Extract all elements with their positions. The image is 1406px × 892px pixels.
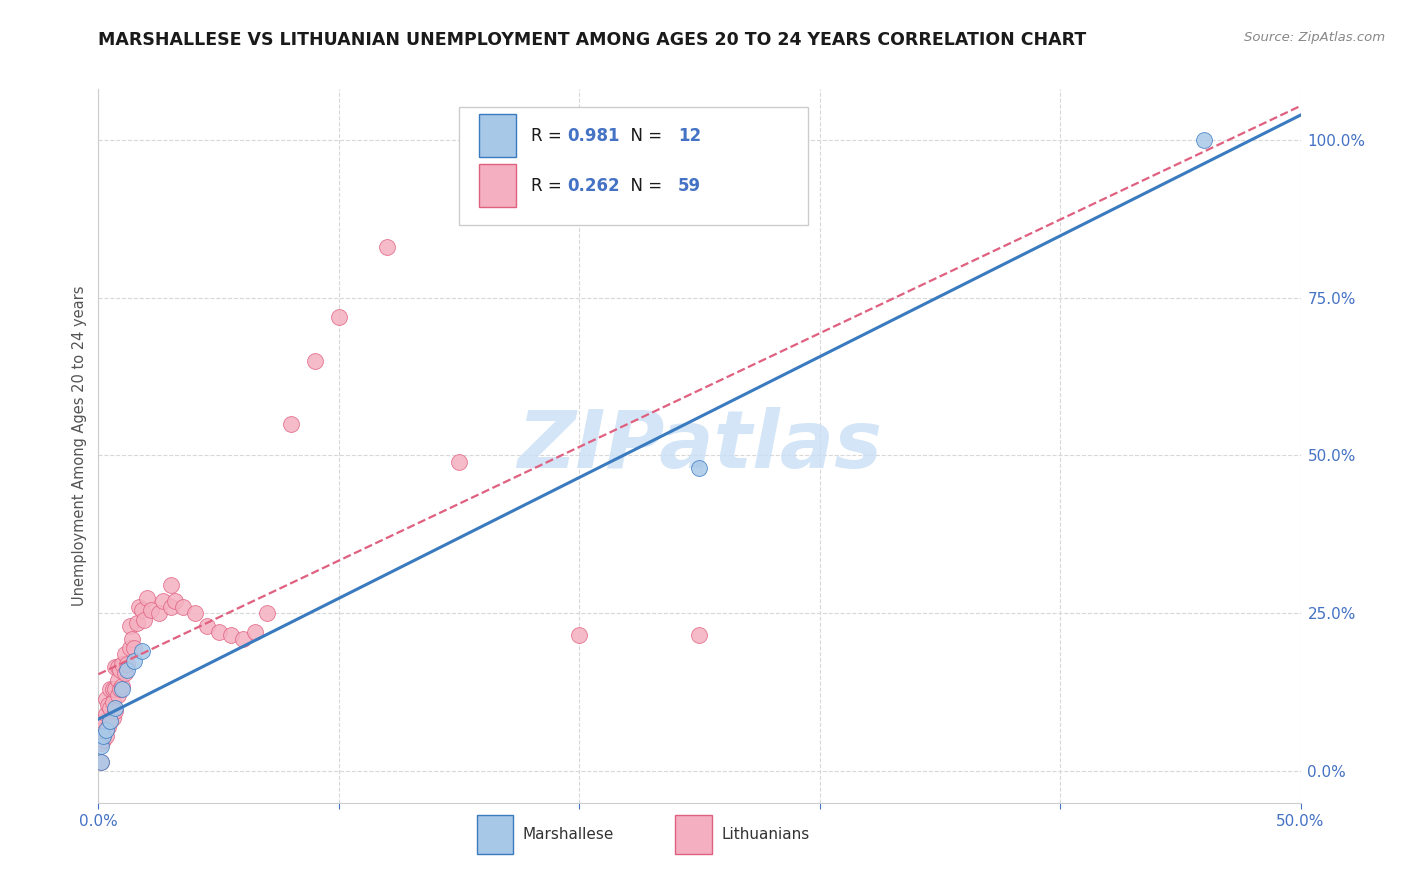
Y-axis label: Unemployment Among Ages 20 to 24 years: Unemployment Among Ages 20 to 24 years: [72, 285, 87, 607]
Text: N =: N =: [620, 127, 668, 145]
Point: [97, 698, 120, 712]
Point: [111, 657, 134, 671]
Point: [208, 625, 231, 640]
FancyBboxPatch shape: [458, 107, 807, 225]
Point: [100, 701, 122, 715]
Text: R =: R =: [531, 177, 567, 194]
Point: [135, 591, 157, 605]
Point: [243, 625, 266, 640]
Point: [90, 736, 112, 750]
Point: [111, 682, 134, 697]
Point: [117, 657, 139, 671]
Point: [94, 723, 117, 738]
Point: [101, 710, 124, 724]
Point: [131, 644, 153, 658]
Point: [159, 600, 181, 615]
Point: [104, 682, 127, 697]
Point: [256, 607, 278, 621]
Point: [104, 704, 127, 718]
Point: [125, 615, 148, 630]
Point: [195, 619, 218, 633]
Text: Source: ZipAtlas.com: Source: ZipAtlas.com: [1244, 31, 1385, 45]
Point: [375, 240, 398, 254]
Point: [107, 660, 129, 674]
Point: [304, 353, 326, 368]
Point: [114, 666, 136, 681]
Point: [104, 660, 127, 674]
Point: [90, 723, 112, 738]
Point: [1194, 133, 1216, 147]
Point: [280, 417, 302, 431]
Point: [232, 632, 254, 646]
Point: [183, 607, 205, 621]
Point: [108, 682, 131, 697]
Point: [165, 593, 187, 607]
Text: Marshallese: Marshallese: [523, 827, 614, 842]
Point: [159, 578, 181, 592]
FancyBboxPatch shape: [675, 815, 711, 855]
Point: [91, 714, 114, 728]
FancyBboxPatch shape: [477, 815, 513, 855]
Point: [107, 673, 129, 687]
Point: [128, 600, 150, 615]
Point: [111, 679, 134, 693]
Point: [91, 732, 114, 747]
Text: 0.981: 0.981: [567, 127, 620, 145]
Text: N =: N =: [620, 177, 668, 194]
Point: [447, 455, 470, 469]
Point: [131, 603, 153, 617]
Point: [90, 755, 112, 769]
Point: [689, 461, 711, 475]
Point: [328, 310, 350, 324]
Point: [118, 641, 141, 656]
Point: [94, 707, 117, 722]
Text: R =: R =: [531, 127, 567, 145]
Point: [114, 648, 136, 662]
Text: 12: 12: [678, 127, 702, 145]
Point: [90, 739, 112, 753]
FancyBboxPatch shape: [479, 114, 516, 157]
Point: [94, 730, 117, 744]
Point: [132, 613, 155, 627]
Point: [104, 701, 127, 715]
Point: [568, 628, 591, 642]
Point: [689, 628, 711, 642]
Text: ZIPatlas: ZIPatlas: [517, 407, 882, 485]
Point: [219, 628, 242, 642]
Point: [100, 682, 122, 697]
Point: [172, 600, 194, 615]
Point: [108, 663, 131, 677]
Point: [100, 714, 122, 728]
Text: 0.262: 0.262: [567, 177, 620, 194]
Text: MARSHALLESE VS LITHUANIAN UNEMPLOYMENT AMONG AGES 20 TO 24 YEARS CORRELATION CHA: MARSHALLESE VS LITHUANIAN UNEMPLOYMENT A…: [98, 31, 1087, 49]
Point: [152, 593, 174, 607]
Point: [148, 607, 170, 621]
Text: 59: 59: [678, 177, 702, 194]
Text: Lithuanians: Lithuanians: [721, 827, 810, 842]
Point: [118, 619, 141, 633]
Point: [90, 755, 112, 769]
Point: [91, 730, 114, 744]
Point: [117, 663, 139, 677]
Point: [107, 689, 129, 703]
Point: [94, 691, 117, 706]
Point: [100, 714, 122, 728]
Point: [124, 641, 146, 656]
Point: [101, 695, 124, 709]
Point: [97, 720, 120, 734]
Point: [121, 632, 143, 646]
Point: [141, 603, 163, 617]
Point: [124, 654, 146, 668]
FancyBboxPatch shape: [479, 164, 516, 207]
Point: [101, 682, 124, 697]
